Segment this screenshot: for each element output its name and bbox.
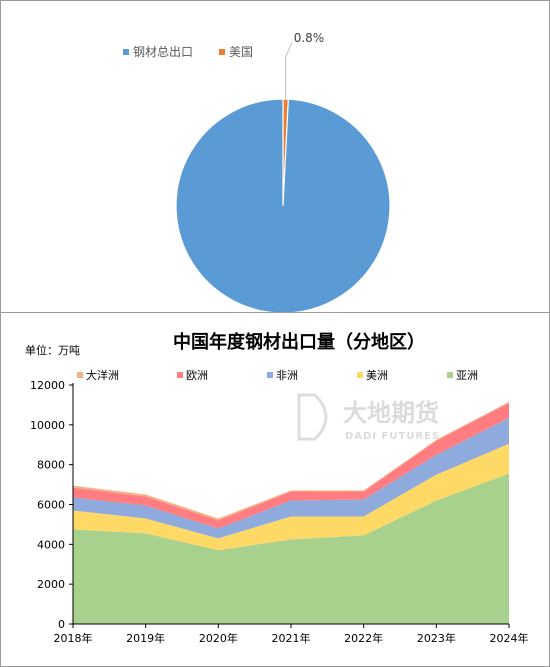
x-tick-label: 2018年 <box>54 631 93 645</box>
area-legend-label: 美洲 <box>366 369 388 382</box>
pie-legend-label: 美国 <box>229 45 253 59</box>
area-legend-swatch <box>267 372 273 378</box>
watermark-text-cn: 大地期货 <box>343 399 439 427</box>
y-tick-label: 4000 <box>37 538 65 551</box>
pie-legend-label: 钢材总出口 <box>133 45 193 59</box>
y-tick-label: 12000 <box>30 379 65 392</box>
x-tick-label: 2023年 <box>417 631 456 645</box>
area-series-1 <box>73 443 509 551</box>
area-legend-label: 大洋洲 <box>86 368 119 382</box>
area-legend-item: 大洋洲 <box>77 368 119 382</box>
pie-legend-item: 美国 <box>219 45 253 59</box>
pie-slice-total <box>175 98 391 312</box>
area-chart-title: 中国年度钢材出口量（分地区） <box>173 331 425 353</box>
area-legend-item: 亚洲 <box>447 369 478 382</box>
area-legend-swatch <box>77 372 83 378</box>
pie-data-label: 0.8% <box>294 31 325 45</box>
area-series-0 <box>73 473 509 624</box>
area-series-2 <box>73 417 509 539</box>
area-legend-swatch <box>177 372 183 378</box>
area-legend-swatch <box>447 372 453 378</box>
area-chart-panel: 中国年度钢材出口量（分地区） 单位：万吨 大洋洲 欧洲 非洲 美洲 亚洲大地期货 DADI F… <box>0 312 550 667</box>
x-tick-label: 2024年 <box>490 631 529 645</box>
watermark-logo: 大地期货 DADI FUTURES <box>297 393 440 442</box>
area-legend-item: 非洲 <box>267 369 298 382</box>
area-chart-unit-label: 单位：万吨 <box>25 343 80 357</box>
x-tick-label: 2020年 <box>199 631 238 645</box>
pie-legend-item: 钢材总出口 <box>123 45 193 59</box>
x-tick-label: 2022年 <box>344 631 383 645</box>
area-legend-swatch <box>357 372 363 378</box>
pie-legend-swatch <box>219 49 225 55</box>
y-tick-label: 10000 <box>30 419 65 432</box>
watermark-emblem <box>297 393 328 441</box>
x-tick-label: 2019年 <box>126 631 165 645</box>
area-legend-label: 亚洲 <box>456 369 478 382</box>
y-tick-label: 0 <box>58 618 65 631</box>
watermark-text-en: DADI FUTURES <box>345 431 440 442</box>
area-legend-label: 欧洲 <box>186 369 208 382</box>
y-tick-label: 2000 <box>37 578 65 591</box>
x-tick-label: 2021年 <box>272 631 311 645</box>
pie-chart: 钢材总出口 美国 0.8% <box>123 31 391 312</box>
pie-chart-panel: 钢材总出口 美国 0.8% <box>0 0 550 313</box>
area-legend-item: 美洲 <box>357 369 388 382</box>
pie-legend-swatch <box>123 49 129 55</box>
area-legend-item: 欧洲 <box>177 369 208 382</box>
area-legend-label: 非洲 <box>276 369 298 382</box>
y-tick-label: 8000 <box>37 459 65 472</box>
y-tick-label: 6000 <box>37 499 65 512</box>
pie-leader-line <box>285 42 293 100</box>
